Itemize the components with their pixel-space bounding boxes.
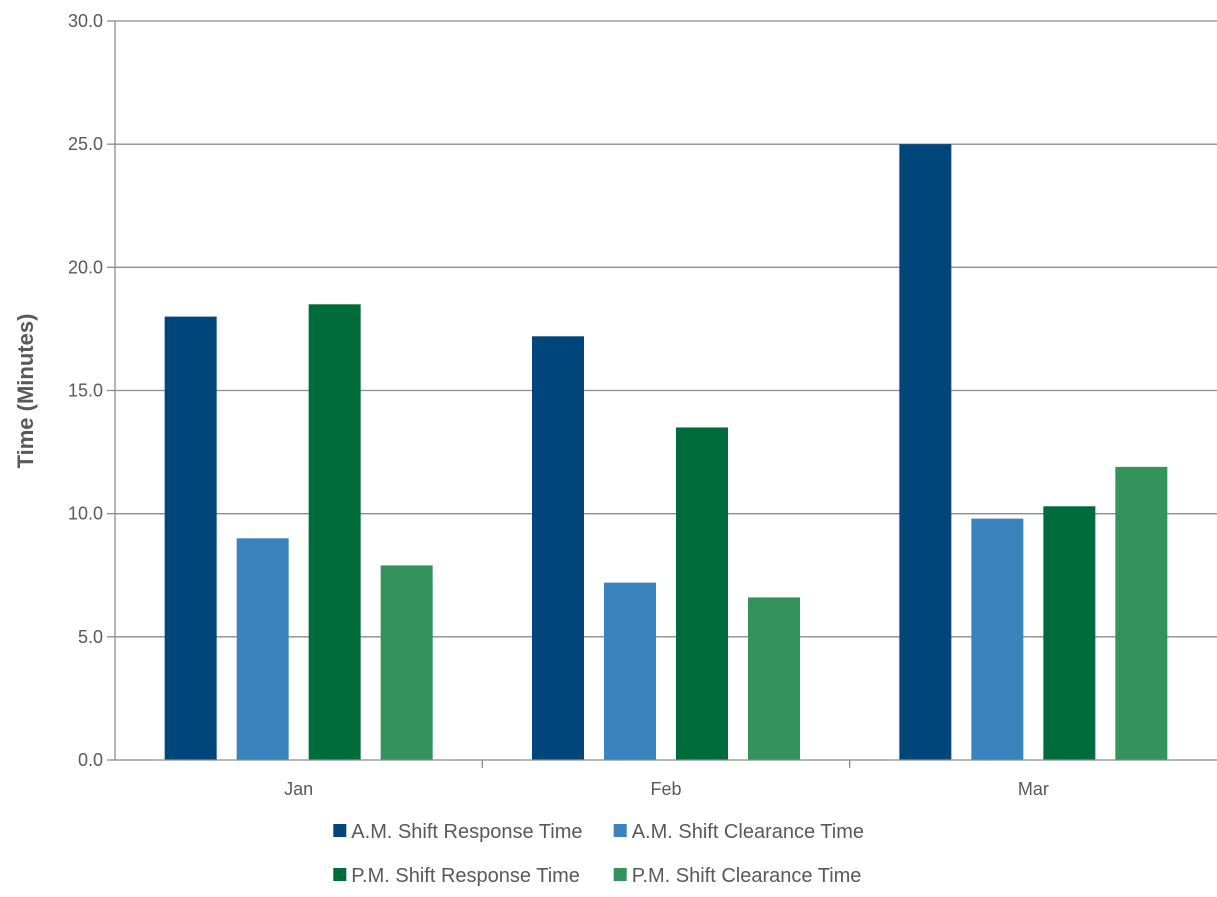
bar-mar-series-1: [899, 144, 952, 760]
y-axis-title: Time (Minutes): [13, 314, 38, 469]
x-tick-label: Mar: [1018, 779, 1049, 799]
bar-jan-series-3: [308, 304, 361, 760]
legend-item-4: P.M. Shift Clearance Time: [613, 865, 862, 887]
axes: 0.0 5.0 10.0 15.0 20.0 25.0 30.0 Jan Feb Mar: [68, 11, 1217, 799]
y-tick-label: 0.0: [78, 750, 103, 770]
x-tick-label: Jan: [284, 779, 313, 799]
bar-mar-series-4: [1115, 466, 1168, 760]
legend-item-3: P.M. Shift Response Time: [333, 865, 580, 887]
bar-jan-series-1: [164, 316, 217, 760]
bar-mar-series-3: [1043, 506, 1096, 760]
bar-mar-series-2: [971, 518, 1024, 760]
y-tick-label: 15.0: [68, 381, 103, 401]
y-tick-label: 5.0: [78, 627, 103, 647]
legend-swatch: [333, 868, 347, 881]
bar-feb-series-2: [604, 582, 656, 760]
bar-jan-series-2: [236, 538, 289, 760]
legend-swatch: [613, 824, 627, 837]
legend: A.M. Shift Response Time A.M. Shift Clear…: [333, 821, 864, 887]
bar-feb-series-4: [748, 597, 800, 760]
legend-item-2: A.M. Shift Clearance Time: [613, 821, 864, 843]
legend-label: P.M. Shift Response Time: [351, 865, 580, 887]
y-tick-label: 10.0: [68, 504, 103, 524]
x-tick-label: Feb: [650, 779, 681, 799]
y-tick-label: 20.0: [68, 257, 103, 277]
bars: [164, 144, 1168, 760]
legend-swatch: [333, 824, 347, 837]
legend-label: A.M. Shift Response Time: [351, 821, 582, 843]
legend-label: A.M. Shift Clearance Time: [632, 821, 864, 843]
bar-jan-series-4: [380, 565, 433, 760]
legend-item-1: A.M. Shift Response Time: [333, 821, 583, 843]
y-tick-label: 25.0: [68, 134, 103, 154]
bar-feb-series-3: [676, 427, 728, 760]
legend-swatch: [613, 868, 627, 881]
y-tick-label: 30.0: [68, 11, 103, 31]
bar-feb-series-1: [532, 336, 584, 760]
legend-label: P.M. Shift Clearance Time: [632, 865, 862, 887]
gridlines: [115, 20, 1217, 638]
